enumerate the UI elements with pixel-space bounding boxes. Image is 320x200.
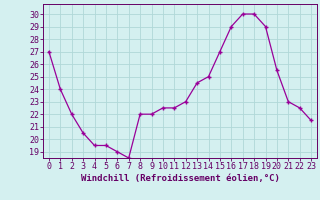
X-axis label: Windchill (Refroidissement éolien,°C): Windchill (Refroidissement éolien,°C) [81, 174, 279, 183]
